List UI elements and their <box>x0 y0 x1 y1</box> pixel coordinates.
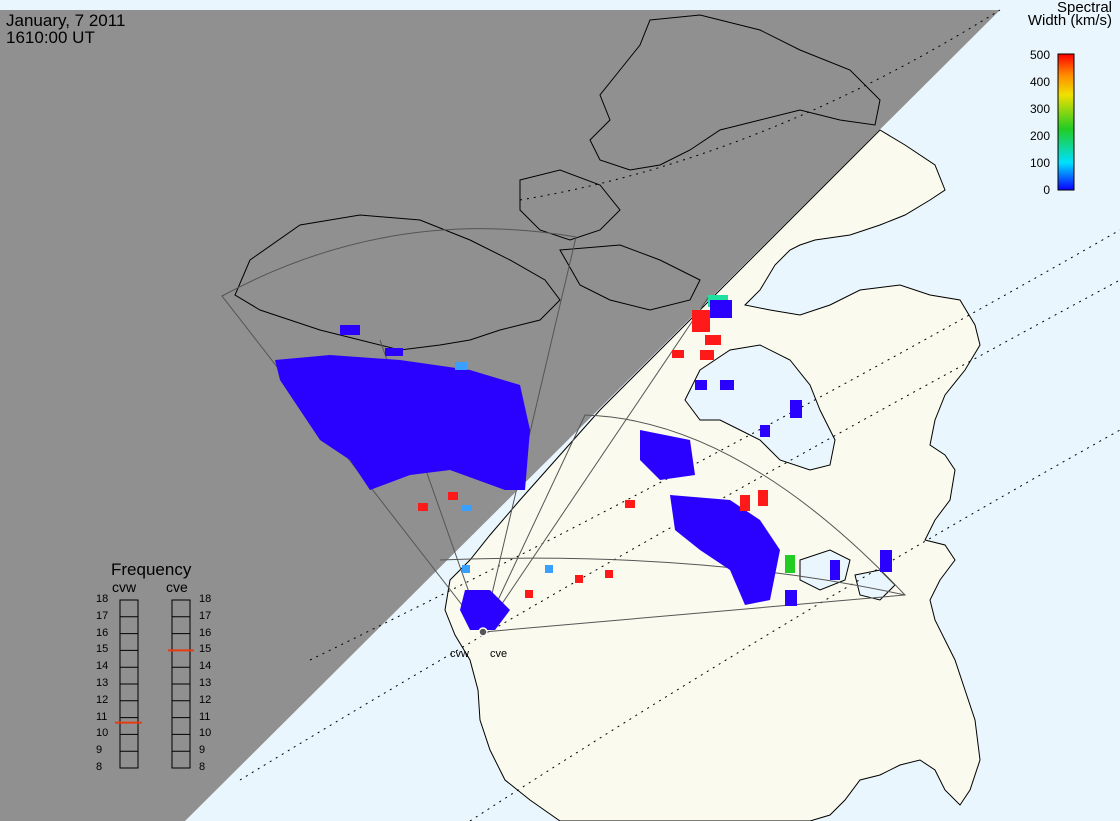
frequency-tick-label: 12 <box>96 693 109 706</box>
frequency-tick-label: 14 <box>199 660 212 673</box>
frequency-tick-label: 10 <box>199 727 212 740</box>
frequency-right-radar: cve <box>166 579 188 595</box>
frequency-tick-label: 10 <box>96 727 109 740</box>
colorbar <box>1057 53 1075 191</box>
colorbar-tick-label: 200 <box>1029 129 1050 143</box>
arctic-islands <box>234 14 881 351</box>
time-label: 1610:00 UT <box>6 28 95 47</box>
scatter-east <box>460 295 892 630</box>
frequency-tick-label: 18 <box>199 593 212 605</box>
frequency-title: Frequency <box>111 560 192 579</box>
frequency-left-radar: cvw <box>112 579 137 595</box>
frequency-tick-label: 17 <box>199 609 212 622</box>
colorbar-tick-label: 100 <box>1029 156 1050 170</box>
frequency-tick-label: 16 <box>96 626 109 639</box>
date-label: January, 7 2011 <box>6 11 126 30</box>
frequency-tick-label: 15 <box>199 643 212 656</box>
frequency-tick-label: 13 <box>96 677 109 689</box>
radar-label-east: cve <box>490 648 508 660</box>
frequency-panels <box>115 599 194 769</box>
frequency-tick-label: 18 <box>96 593 109 605</box>
frequency-tick-label: 15 <box>96 643 109 656</box>
colorbar-tick-label: 500 <box>1029 48 1050 62</box>
frequency-tick-label: 11 <box>96 710 108 723</box>
north-america-land <box>444 129 981 821</box>
frequency-tick-label: 16 <box>199 626 212 639</box>
radar-site-marker <box>478 627 488 637</box>
frequency-tick-label: 9 <box>96 744 103 757</box>
latitude-lines <box>239 9 1120 821</box>
frequency-tick-label: 13 <box>199 677 212 689</box>
colorbar-gradient <box>1057 53 1075 191</box>
frequency-tick-label: 14 <box>96 660 109 673</box>
colorbar-tick-label: 400 <box>1029 75 1050 89</box>
colorbar-tick-label: 300 <box>1029 102 1050 116</box>
colorbar-tick-label: 0 <box>1043 183 1050 197</box>
radar-label-west: cvw <box>450 648 469 660</box>
colorbar-title-line1: Spectral <box>1056 0 1112 16</box>
frequency-tick-label: 17 <box>96 609 109 622</box>
scatter-west <box>275 325 530 511</box>
hudson-bay <box>684 344 836 471</box>
frequency-tick-label: 8 <box>199 761 206 773</box>
frequency-tick-label: 11 <box>199 710 211 723</box>
frequency-tick-label: 9 <box>199 744 206 757</box>
colorbar-title-line2: Width (km/s) <box>1027 12 1112 29</box>
great-lakes <box>799 549 896 601</box>
frequency-tick-label: 12 <box>199 693 212 706</box>
frequency-tick-label: 8 <box>96 761 103 773</box>
